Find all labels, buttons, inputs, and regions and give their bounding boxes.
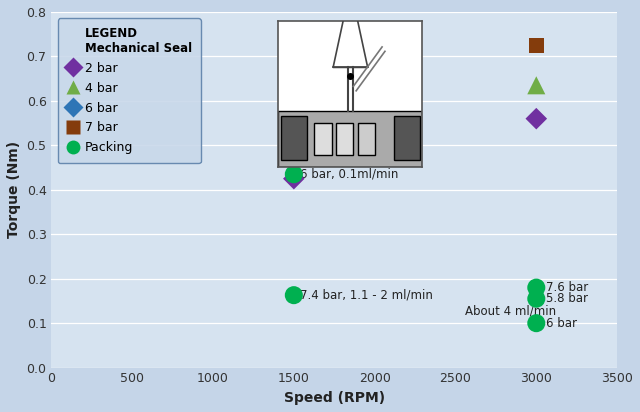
FancyBboxPatch shape — [336, 123, 353, 155]
Text: 7.4 bar, 1.1 - 2 ml/min: 7.4 bar, 1.1 - 2 ml/min — [300, 289, 433, 302]
Point — [531, 295, 541, 302]
Text: 6 bar: 6 bar — [546, 317, 577, 330]
Point — [531, 284, 541, 291]
Text: About 4 ml/min: About 4 ml/min — [465, 304, 556, 317]
FancyBboxPatch shape — [278, 111, 422, 167]
Point — [289, 292, 299, 298]
Text: 5.8 bar: 5.8 bar — [546, 292, 588, 305]
FancyBboxPatch shape — [314, 123, 332, 155]
Legend: LEGEND
Mechanical Seal, 2 bar, 4 bar, 6 bar, 7 bar, Packing: LEGEND Mechanical Seal, 2 bar, 4 bar, 6 … — [58, 18, 201, 163]
Point — [289, 176, 299, 182]
FancyBboxPatch shape — [394, 116, 420, 159]
Text: 7.6 bar: 7.6 bar — [546, 281, 588, 294]
Point — [531, 320, 541, 326]
Point — [531, 115, 541, 122]
FancyBboxPatch shape — [358, 123, 375, 155]
Point — [531, 42, 541, 49]
FancyBboxPatch shape — [282, 116, 307, 159]
Y-axis label: Torque (Nm): Torque (Nm) — [7, 141, 21, 239]
X-axis label: Speed (RPM): Speed (RPM) — [284, 391, 385, 405]
Point — [531, 82, 541, 89]
Point — [289, 104, 299, 111]
Text: 6 bar, 0.1ml/min: 6 bar, 0.1ml/min — [300, 168, 399, 181]
Point — [289, 147, 299, 153]
Point — [289, 171, 299, 178]
